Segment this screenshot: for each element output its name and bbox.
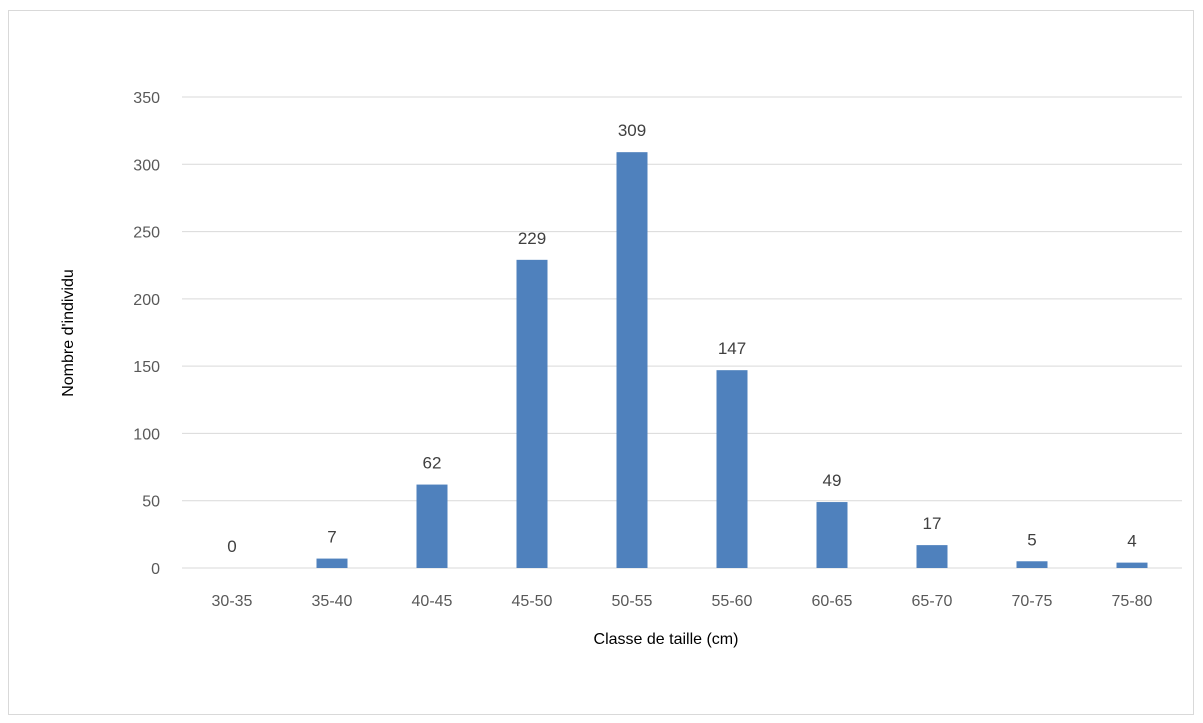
data-label-50-55: 309: [618, 121, 646, 140]
data-label-40-45: 62: [423, 454, 442, 473]
y-tick-label: 300: [133, 157, 160, 174]
bar-45-50: [516, 259, 548, 568]
x-axis-ticks: 30-35 35-40 40-45 45-50 50-55 55-60 60-65 65-70…: [212, 593, 1153, 610]
y-axis-ticks: 0 50 100 150 200 250 300 350: [133, 90, 160, 578]
y-tick-label: 0: [151, 561, 160, 578]
x-tick-label-70-75: 70-75: [1012, 593, 1053, 610]
y-tick-label: 50: [142, 494, 160, 511]
bar-75-80: [1116, 562, 1148, 568]
y-axis-title: Nombre d'individu: [60, 269, 77, 397]
data-label-30-35: 0: [227, 537, 236, 556]
x-axis-title: Classe de taille (cm): [594, 631, 739, 648]
y-tick-label: 100: [133, 426, 160, 443]
y-tick-label: 250: [133, 225, 160, 242]
y-tick-label: 200: [133, 292, 160, 309]
x-tick-label-30-35: 30-35: [212, 593, 253, 610]
data-labels: 0 7 62 229 309 147 49 17 5 4: [227, 121, 1136, 556]
data-label-55-60: 147: [718, 339, 746, 358]
data-label-60-65: 49: [823, 471, 842, 490]
data-label-65-70: 17: [923, 514, 942, 533]
y-tick-label: 150: [133, 359, 160, 376]
data-label-45-50: 229: [518, 229, 546, 248]
bars: [316, 152, 1148, 568]
bar-60-65: [816, 502, 848, 568]
gridlines: [182, 96, 1182, 569]
x-tick-label-60-65: 60-65: [812, 593, 853, 610]
x-tick-label-65-70: 65-70: [912, 593, 953, 610]
chart-frame: [8, 10, 1194, 715]
bar-55-60: [716, 370, 748, 568]
data-label-35-40: 7: [327, 528, 336, 547]
x-tick-label-50-55: 50-55: [612, 593, 653, 610]
bar-40-45: [416, 484, 448, 568]
data-label-70-75: 5: [1027, 530, 1036, 549]
bar-50-55: [616, 152, 648, 568]
bar-65-70: [916, 545, 948, 568]
data-label-75-80: 4: [1127, 532, 1136, 551]
x-tick-label-45-50: 45-50: [512, 593, 553, 610]
y-tick-label: 350: [133, 90, 160, 107]
x-tick-label-40-45: 40-45: [412, 593, 453, 610]
x-tick-label-55-60: 55-60: [712, 593, 753, 610]
bar-35-40: [316, 558, 348, 568]
bar-70-75: [1016, 561, 1048, 568]
x-tick-label-75-80: 75-80: [1112, 593, 1153, 610]
x-tick-label-35-40: 35-40: [312, 593, 353, 610]
